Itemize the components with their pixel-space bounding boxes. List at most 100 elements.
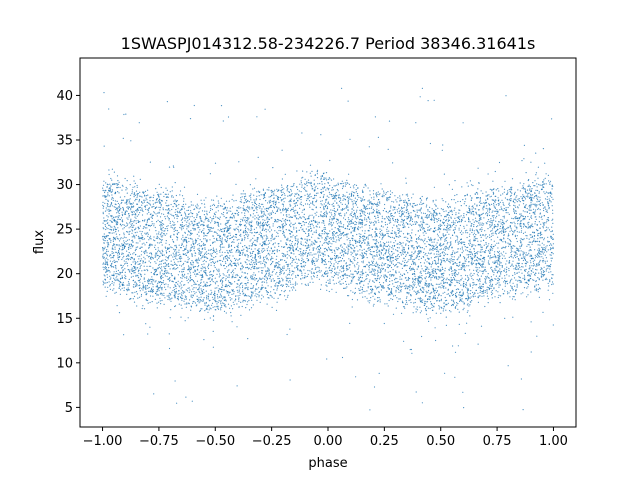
data-point xyxy=(404,226,406,228)
data-point xyxy=(102,257,104,259)
data-point xyxy=(269,275,271,278)
data-point xyxy=(218,300,220,302)
data-point xyxy=(289,270,291,272)
data-point xyxy=(547,249,549,251)
data-point xyxy=(158,301,160,303)
data-point xyxy=(465,249,467,251)
data-point xyxy=(514,198,516,200)
data-point xyxy=(418,250,420,252)
data-point xyxy=(528,241,530,243)
data-point xyxy=(252,287,254,289)
data-point xyxy=(529,266,531,268)
data-point xyxy=(479,291,481,294)
data-point xyxy=(325,267,327,269)
data-point xyxy=(469,297,471,299)
data-point xyxy=(494,296,496,298)
data-point xyxy=(267,202,269,204)
data-point xyxy=(380,252,382,254)
data-point xyxy=(469,239,471,241)
data-point xyxy=(364,184,366,186)
data-point xyxy=(119,218,121,221)
data-point xyxy=(450,216,452,218)
data-point xyxy=(478,295,480,297)
data-point xyxy=(495,275,497,277)
data-point xyxy=(425,294,427,296)
data-point xyxy=(348,237,350,240)
data-point xyxy=(372,257,374,259)
data-point xyxy=(316,173,318,175)
data-point xyxy=(387,235,389,237)
data-point xyxy=(220,197,222,199)
data-point xyxy=(251,266,253,269)
data-point xyxy=(372,305,374,307)
data-point xyxy=(258,296,260,298)
data-point xyxy=(382,267,385,270)
data-point xyxy=(303,213,305,215)
data-point xyxy=(181,286,183,288)
data-point xyxy=(304,241,307,243)
data-point xyxy=(180,304,182,306)
data-point xyxy=(528,179,530,181)
data-point xyxy=(104,267,106,269)
data-point xyxy=(498,255,500,257)
data-point xyxy=(171,194,173,197)
data-point xyxy=(469,284,471,286)
data-point xyxy=(260,267,262,269)
data-point xyxy=(397,257,399,260)
data-point xyxy=(491,297,493,299)
data-point xyxy=(121,201,123,204)
data-point xyxy=(420,229,422,231)
data-point xyxy=(358,196,360,198)
data-point xyxy=(181,205,183,207)
data-point xyxy=(142,227,144,230)
data-point xyxy=(156,221,158,223)
data-point xyxy=(480,224,482,226)
data-point xyxy=(184,303,186,305)
data-point xyxy=(157,294,160,296)
data-point xyxy=(262,250,265,252)
data-point xyxy=(407,279,409,281)
data-point xyxy=(168,255,170,257)
data-point xyxy=(394,221,396,223)
data-point xyxy=(406,232,409,234)
data-point xyxy=(326,270,328,272)
data-point xyxy=(249,231,251,233)
data-point xyxy=(221,277,223,279)
data-point xyxy=(290,231,292,233)
data-point xyxy=(238,238,240,241)
data-point xyxy=(376,278,378,280)
data-point xyxy=(488,204,491,206)
data-point xyxy=(481,213,483,215)
data-point xyxy=(258,261,260,263)
data-point xyxy=(303,187,305,190)
data-point xyxy=(312,203,314,205)
data-point xyxy=(497,236,499,238)
data-point xyxy=(144,199,146,201)
data-point xyxy=(453,273,455,275)
data-point xyxy=(407,276,410,279)
data-point xyxy=(506,291,509,293)
data-point xyxy=(485,282,487,284)
data-point xyxy=(197,205,199,207)
data-point xyxy=(292,257,294,260)
data-point xyxy=(212,258,214,260)
data-point xyxy=(250,197,252,199)
data-point xyxy=(536,197,538,199)
data-point xyxy=(448,274,451,276)
data-point xyxy=(344,185,346,187)
data-point xyxy=(374,243,376,245)
data-point xyxy=(129,203,131,205)
data-point xyxy=(516,272,518,274)
data-point xyxy=(292,234,294,236)
data-point xyxy=(422,299,424,301)
data-point xyxy=(430,301,432,303)
data-point xyxy=(122,224,124,226)
data-point xyxy=(321,200,323,202)
data-point xyxy=(233,303,235,306)
data-point xyxy=(411,269,413,271)
data-point xyxy=(246,273,249,275)
data-point xyxy=(474,295,476,297)
data-point xyxy=(148,202,150,204)
data-point xyxy=(225,258,227,260)
data-point xyxy=(522,197,524,199)
